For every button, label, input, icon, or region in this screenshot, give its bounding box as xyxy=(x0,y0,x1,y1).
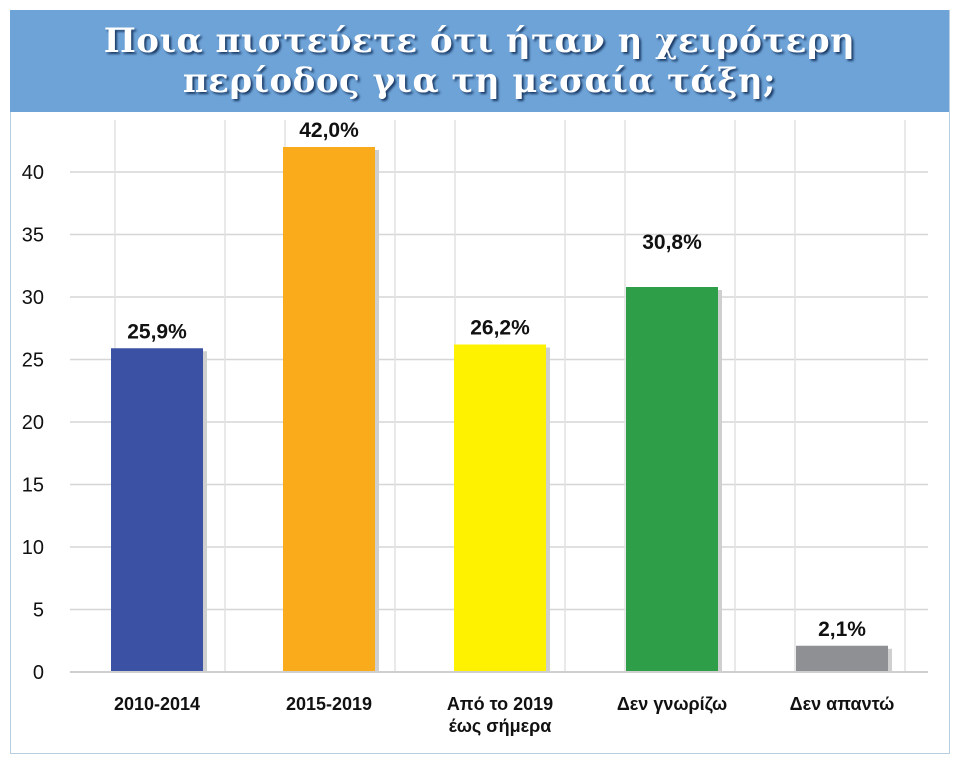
y-tick-label: 40 xyxy=(22,162,44,184)
y-tick-label: 30 xyxy=(22,287,44,309)
y-tick-label: 0 xyxy=(33,662,44,684)
y-tick-label: 35 xyxy=(22,225,44,247)
x-tick-label: έως σήμερα xyxy=(449,716,552,736)
y-tick-label: 15 xyxy=(22,475,44,497)
data-label: 26,2% xyxy=(470,317,530,340)
chart-header: Ποια πιστεύετε ότι ήταν η χειρότερη περί… xyxy=(10,10,949,112)
data-label: 2,1% xyxy=(818,618,866,641)
x-tick-label: Από το 2019 xyxy=(447,694,553,714)
y-tick-label: 20 xyxy=(22,412,44,434)
x-tick-label: 2010-2014 xyxy=(114,694,200,714)
bar xyxy=(283,147,375,672)
bar xyxy=(796,645,888,672)
x-tick-label: 2015-2019 xyxy=(286,694,372,714)
data-label: 25,9% xyxy=(127,320,187,343)
chart-title-line-1: Ποια πιστεύετε ότι ήταν η χειρότερη xyxy=(103,21,856,61)
chart-title-line-2: περίοδος για τη μεσαία τάξη; xyxy=(182,61,777,101)
x-tick-label: Δεν απαντώ xyxy=(790,694,895,714)
bar xyxy=(454,344,546,672)
y-tick-label: 25 xyxy=(22,350,44,372)
x-tick-label: Δεν γνωρίζω xyxy=(617,694,727,715)
y-tick-label: 5 xyxy=(33,600,44,622)
y-tick-label: 10 xyxy=(22,537,44,559)
bar xyxy=(111,348,203,672)
data-label: 42,0% xyxy=(299,119,359,142)
bar xyxy=(626,287,718,672)
data-label: 30,8% xyxy=(642,231,702,254)
